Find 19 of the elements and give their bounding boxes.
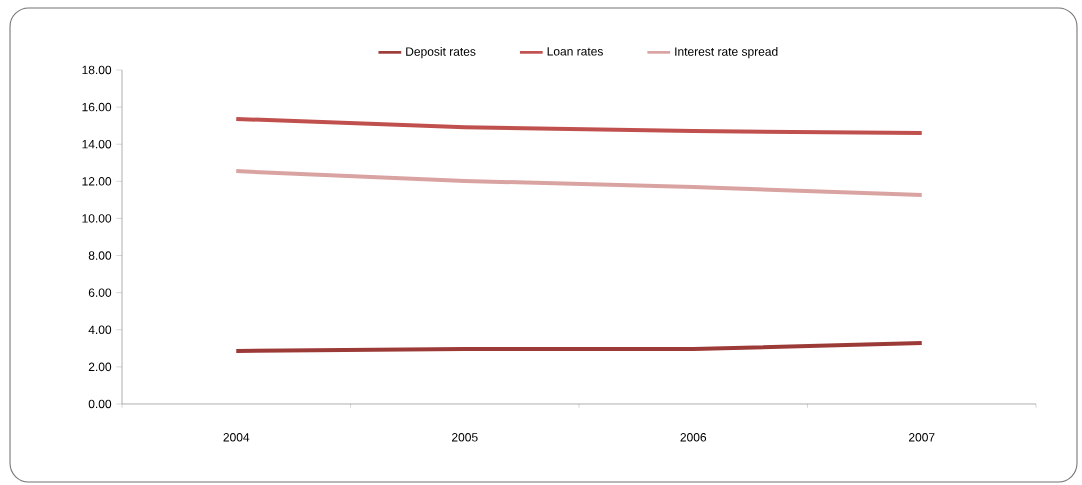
y-tick-label: 8.00 [88,251,112,260]
y-tick-label: 2.00 [88,362,112,372]
y-tick-label: 12.00 [82,177,112,186]
y-tick-label: 18.00 [82,65,112,75]
y-tick-label: 0.00 [88,399,112,409]
x-tick-label: 2007 [909,433,935,442]
x-tick-label: 2005 [452,433,478,442]
y-tick-label: 6.00 [88,288,112,297]
line-series [234,116,924,136]
y-tick-label: 4.00 [88,325,112,335]
legend-label: Interest rate spread [675,47,778,59]
line-series [234,169,924,198]
x-tick-label: 2004 [223,433,250,442]
y-tick-label: 14.00 [82,139,112,149]
legend-label: Deposit rates [406,47,476,59]
y-tick-label: 10.00 [82,214,112,223]
x-tick-label: 2006 [680,433,707,442]
legend-label: Loan rates [547,47,603,56]
y-tick-label: 16.00 [82,102,112,112]
